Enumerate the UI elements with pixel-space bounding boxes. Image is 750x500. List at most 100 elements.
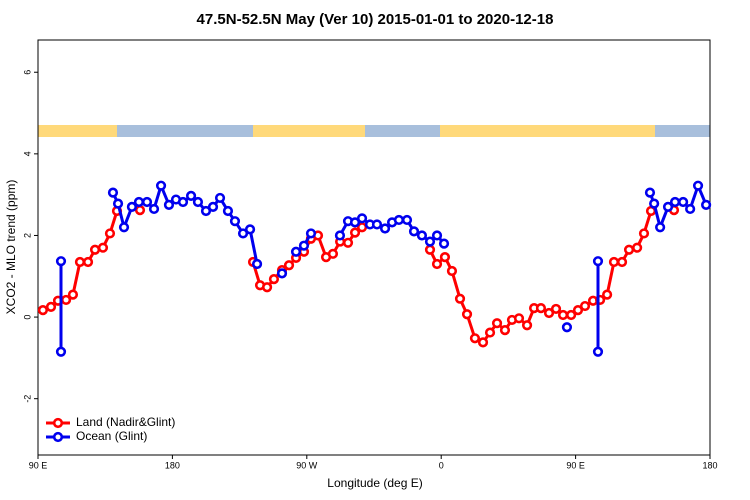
point — [543, 307, 555, 319]
point — [74, 256, 86, 268]
point — [67, 289, 79, 300]
point — [561, 322, 573, 333]
point — [82, 256, 94, 268]
point — [133, 196, 145, 208]
point — [141, 196, 153, 208]
point — [557, 309, 569, 321]
plot-frame — [37, 39, 711, 456]
point — [416, 230, 428, 241]
point — [283, 260, 295, 271]
x-tick-label: 90 E — [566, 460, 585, 470]
point — [126, 201, 138, 212]
point — [469, 333, 481, 344]
x-tick-label: 180 — [165, 460, 180, 470]
point — [393, 214, 405, 226]
point — [379, 223, 391, 234]
point — [623, 244, 635, 255]
point — [644, 187, 656, 198]
legend-label: Ocean (Glint) — [76, 429, 147, 443]
point — [592, 346, 604, 357]
point — [649, 198, 660, 209]
point — [701, 199, 712, 210]
point — [229, 216, 241, 227]
point — [535, 302, 547, 314]
legend-marker — [52, 431, 64, 443]
point — [579, 300, 591, 312]
point — [45, 301, 57, 312]
point — [55, 346, 67, 357]
point — [327, 248, 339, 259]
point — [298, 240, 310, 251]
point — [616, 256, 628, 268]
x-tick-label: 180 — [702, 460, 717, 470]
point — [97, 242, 109, 253]
point — [349, 217, 361, 228]
point — [401, 214, 413, 226]
point — [439, 251, 451, 263]
point — [356, 213, 368, 224]
point — [685, 203, 696, 215]
y-tick-label: -2 — [22, 395, 32, 403]
point — [424, 244, 436, 255]
x-tick-label: 0 — [439, 460, 444, 470]
legend-label: Land (Nadir&Glint) — [76, 415, 175, 429]
point — [477, 337, 489, 348]
point — [261, 282, 273, 293]
point — [200, 205, 212, 217]
point — [214, 192, 226, 204]
legend-marker — [52, 417, 64, 429]
point — [155, 180, 167, 191]
point — [107, 187, 119, 198]
point — [446, 265, 458, 277]
point — [276, 268, 288, 279]
point — [431, 258, 443, 270]
x-tick-label: 90 W — [296, 460, 318, 470]
x-tick-label: 90 E — [29, 460, 48, 470]
x-axis-label: Longitude (deg E) — [327, 476, 422, 490]
point — [89, 244, 101, 255]
point — [431, 230, 443, 241]
point — [678, 196, 689, 208]
point — [163, 199, 175, 210]
y-tick-label: 4 — [22, 151, 32, 156]
point — [638, 228, 650, 239]
point — [334, 230, 346, 241]
point — [692, 180, 704, 191]
point — [513, 313, 525, 324]
point — [290, 246, 302, 257]
point — [454, 293, 466, 304]
point — [592, 256, 604, 267]
point — [499, 325, 511, 336]
y-tick-label: 2 — [22, 233, 32, 238]
point — [185, 190, 197, 201]
point — [118, 222, 130, 233]
point — [192, 196, 204, 208]
point — [177, 196, 189, 208]
point — [491, 318, 503, 329]
point — [566, 309, 577, 321]
point — [424, 236, 436, 247]
point — [669, 196, 681, 208]
point — [237, 228, 249, 239]
point — [112, 198, 124, 209]
point — [244, 224, 256, 235]
surface-strip — [38, 125, 710, 137]
point — [207, 201, 219, 212]
point — [148, 203, 160, 215]
point — [655, 222, 666, 233]
point — [632, 242, 643, 253]
point — [484, 327, 496, 338]
point — [305, 228, 317, 239]
point — [371, 219, 383, 230]
point — [408, 226, 420, 237]
point — [37, 305, 49, 316]
point — [342, 237, 354, 248]
point — [461, 309, 473, 320]
point — [349, 227, 361, 238]
point — [55, 256, 67, 267]
point — [222, 205, 234, 217]
point — [662, 201, 674, 212]
point — [602, 289, 613, 300]
chart-title: 47.5N-52.5N May (Ver 10) 2015-01-01 to 2… — [197, 11, 554, 28]
point — [134, 205, 146, 216]
